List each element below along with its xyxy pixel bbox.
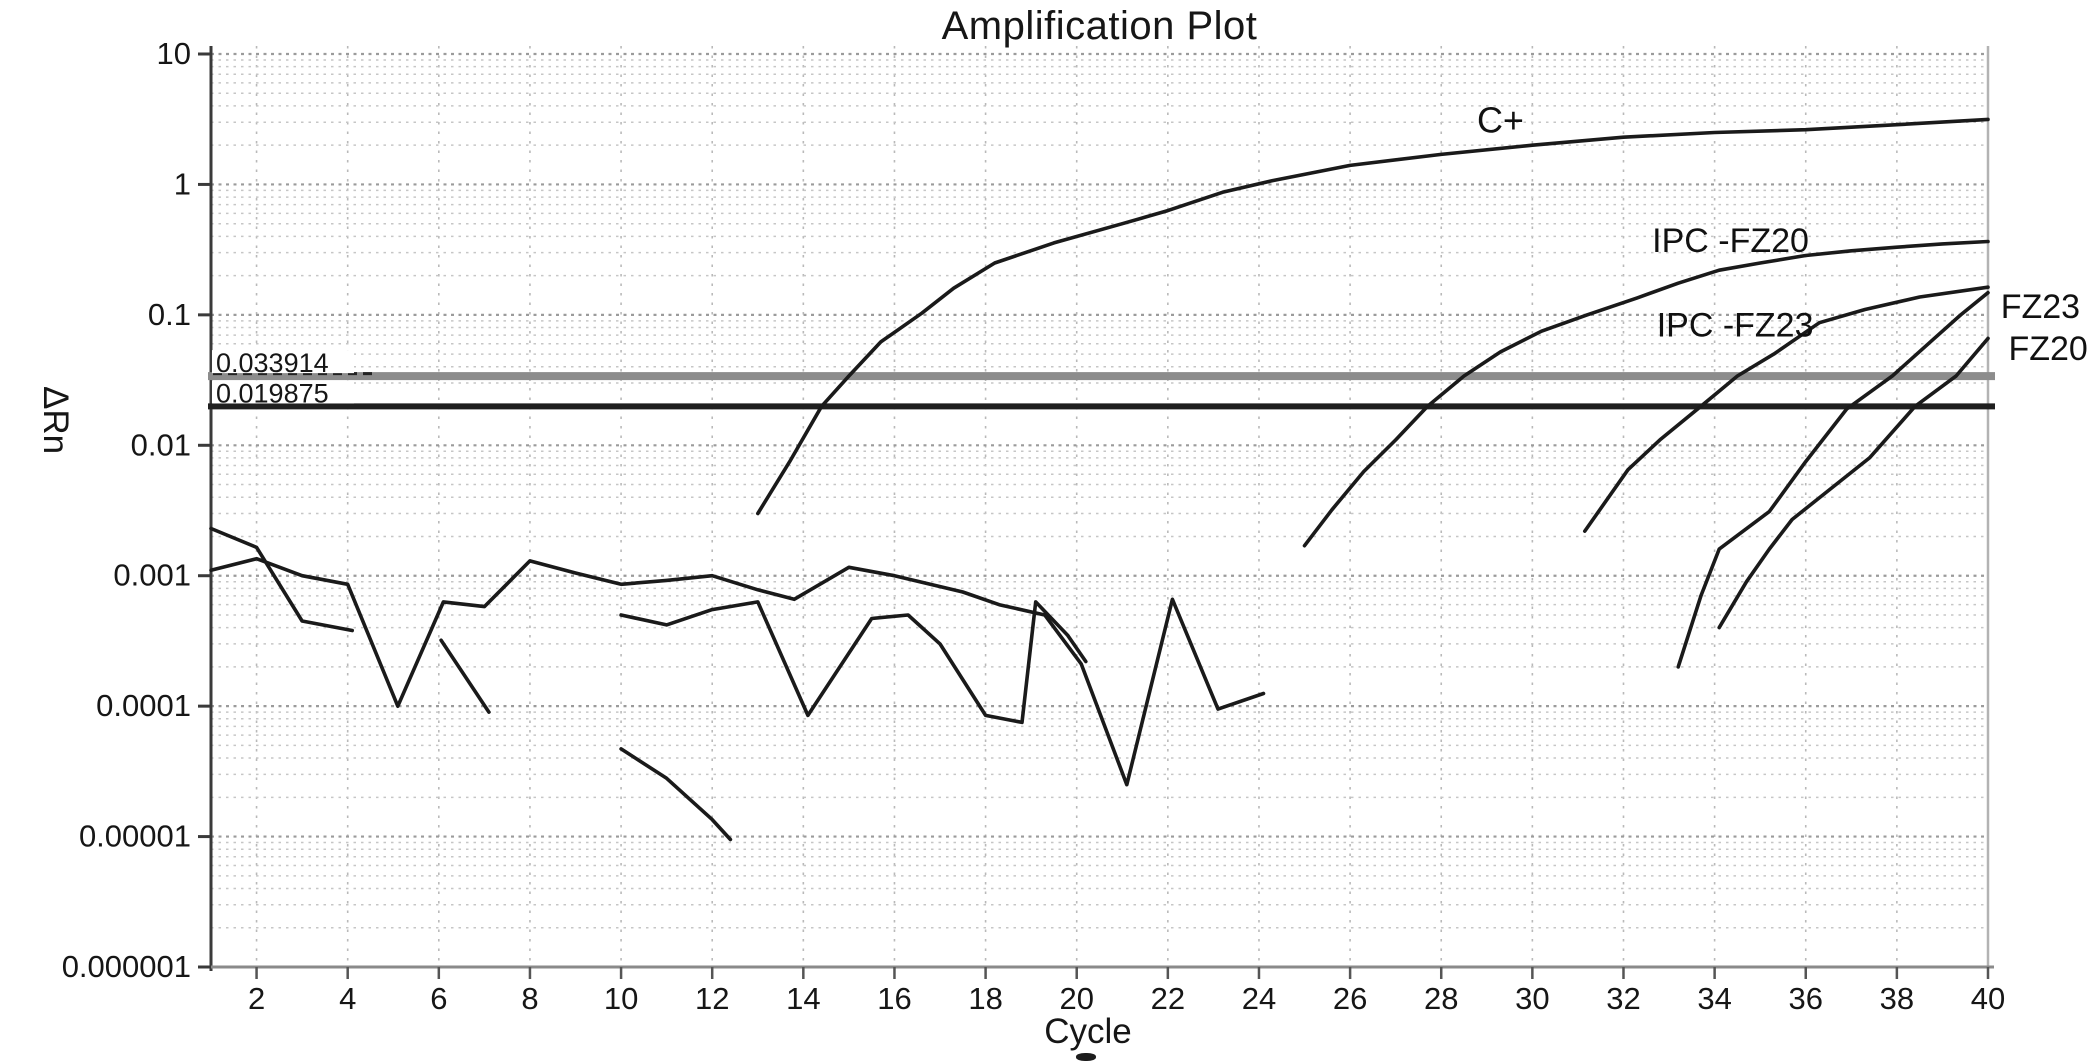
x-tick-label: 18 xyxy=(968,981,1002,1016)
x-tick-label: 2 xyxy=(248,981,265,1016)
x-tick-label: 12 xyxy=(695,981,729,1016)
series-baseline-1 xyxy=(209,526,355,633)
threshold-label-bg xyxy=(212,380,354,404)
series-baseline-3 xyxy=(439,638,491,714)
x-tick-label: 24 xyxy=(1242,981,1276,1016)
x-tick-label: 16 xyxy=(877,981,911,1016)
x-tick-label: 26 xyxy=(1333,981,1367,1016)
curve-label-C+: C+ xyxy=(1477,99,1524,140)
y-tick-label: 0.00001 xyxy=(79,819,191,854)
x-tick-label: 10 xyxy=(604,981,638,1016)
y-tick-label: 0.1 xyxy=(148,297,191,332)
curve-label-IPC -FZ23: IPC -FZ23 xyxy=(1657,307,1814,345)
x-tick-label: 34 xyxy=(1697,981,1731,1016)
cropped-caption-fragment xyxy=(1076,1053,1096,1061)
x-tick-label: 8 xyxy=(521,981,538,1016)
x-tick-label: 36 xyxy=(1789,981,1823,1016)
y-tick-label: 0.000001 xyxy=(62,949,191,984)
series-IPC -FZ23 xyxy=(1583,285,1990,533)
curve-label-FZ23: FZ23 xyxy=(2001,288,2080,326)
x-tick-label: 40 xyxy=(1971,981,2005,1016)
series-baseline-4 xyxy=(619,600,1088,725)
chart-title: Amplification Plot xyxy=(941,4,1258,48)
x-tick-label: 22 xyxy=(1151,981,1185,1016)
series-baseline-2 xyxy=(209,556,1266,787)
x-tick-label: 20 xyxy=(1059,981,1093,1016)
series-FZ20 xyxy=(1717,336,1990,630)
threshold-line xyxy=(208,403,1995,410)
series-baseline-5 xyxy=(619,747,733,842)
threshold-line xyxy=(208,372,1995,381)
x-axis-label: Cycle xyxy=(1044,1012,1132,1051)
y-tick-label: 10 xyxy=(157,36,191,71)
curve-label-FZ20: FZ20 xyxy=(2008,330,2087,368)
x-tick-label: 38 xyxy=(1880,981,1914,1016)
threshold-label-bg xyxy=(212,350,354,374)
y-tick-label: 0.01 xyxy=(131,427,191,462)
series-FZ23 xyxy=(1676,290,1990,669)
y-tick-label: 0.001 xyxy=(113,558,191,593)
x-tick-label: 4 xyxy=(339,981,356,1016)
x-tick-label: 30 xyxy=(1515,981,1549,1016)
series-IPC -FZ20 xyxy=(1302,239,1990,548)
curve-label-IPC -FZ20: IPC -FZ20 xyxy=(1652,222,1809,260)
series-C+ xyxy=(755,117,1990,516)
y-tick-label: 0.0001 xyxy=(96,688,191,723)
x-tick-label: 14 xyxy=(786,981,820,1016)
x-tick-label: 32 xyxy=(1606,981,1640,1016)
threshold-label: 0.033914 xyxy=(216,348,329,378)
y-axis-label: ΔRn xyxy=(36,385,75,455)
y-tick-label: 1 xyxy=(174,166,191,201)
threshold-label: 0.019875 xyxy=(216,378,329,408)
x-tick-label: 28 xyxy=(1424,981,1458,1016)
x-tick-label: 6 xyxy=(430,981,447,1016)
